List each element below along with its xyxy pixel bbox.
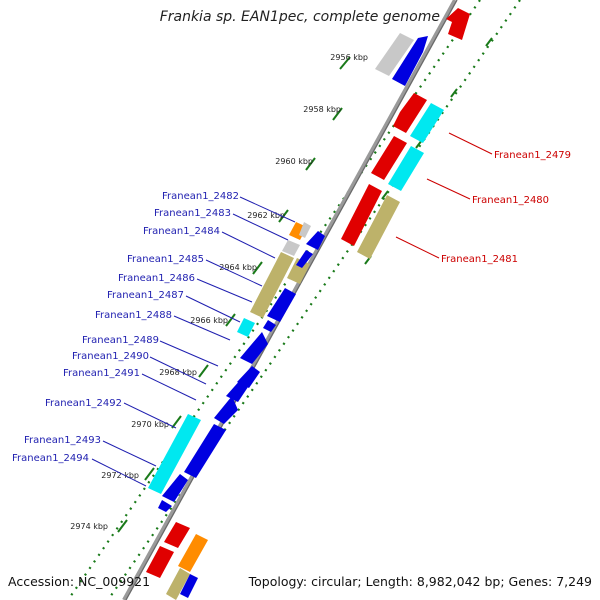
map-title: Frankia sp. EAN1pec, complete genome bbox=[159, 9, 440, 25]
callout-line bbox=[205, 259, 263, 287]
gene-label[interactable]: Franean1_2486 bbox=[118, 273, 195, 284]
gene-franean1-2480[interactable] bbox=[371, 136, 407, 180]
tick-mark bbox=[198, 364, 209, 378]
tick-mark bbox=[339, 56, 351, 70]
gene-franean1-2483[interactable] bbox=[282, 240, 300, 256]
left-callouts bbox=[91, 196, 296, 487]
topology-text: Topology: circular; Length: 8,982,042 bp… bbox=[248, 574, 592, 589]
inner-strand-genes bbox=[148, 222, 325, 512]
tick-label: 2972 kbp bbox=[101, 471, 139, 480]
gene-label[interactable]: Franean1_2480 bbox=[472, 195, 549, 206]
gene-franean1-2480-cyan[interactable] bbox=[388, 146, 424, 191]
callout-line bbox=[102, 440, 157, 467]
gene-label[interactable]: Franean1_2482 bbox=[162, 191, 239, 202]
gene-franean1-2482-edge[interactable] bbox=[299, 222, 311, 238]
gene-label[interactable]: Franean1_2488 bbox=[95, 310, 172, 321]
gene-franean1-2488-b[interactable] bbox=[263, 320, 276, 332]
tick-group: 2956 kbp 2958 kbp 2960 kbp 2962 kbp 2964… bbox=[70, 37, 493, 533]
gene-label[interactable]: Franean1_2491 bbox=[63, 368, 140, 379]
tick-mark bbox=[117, 519, 128, 533]
tick-label: 2968 kbp bbox=[159, 368, 197, 377]
callout-line bbox=[91, 458, 147, 487]
tick-label: 2956 kbp bbox=[330, 53, 368, 62]
gene-label[interactable]: Franean1_2489 bbox=[82, 335, 159, 346]
callout-line bbox=[448, 132, 493, 155]
tick-mark bbox=[278, 209, 289, 223]
gene-label[interactable]: Franean1_2487 bbox=[107, 290, 184, 301]
gene-franean1-2492-b[interactable] bbox=[184, 424, 226, 478]
minor-tick bbox=[485, 37, 493, 47]
gene-franean1-2488[interactable] bbox=[237, 318, 255, 337]
callout-line bbox=[123, 402, 177, 429]
gene-khaki-bottom[interactable] bbox=[166, 568, 190, 600]
right-callouts bbox=[395, 132, 493, 259]
gene-label[interactable]: Franean1_2481 bbox=[441, 254, 518, 265]
gene-label[interactable]: Franean1_2483 bbox=[154, 208, 231, 219]
outer-dotted-rail bbox=[107, 0, 521, 600]
gene-franean1-2486[interactable] bbox=[296, 250, 313, 268]
gene-label[interactable]: Franean1_2490 bbox=[72, 351, 149, 362]
outer-strand-genes bbox=[341, 8, 470, 259]
gene-blue-bottom[interactable] bbox=[180, 574, 198, 598]
callout-line bbox=[239, 196, 296, 223]
gene-franean1-2481[interactable] bbox=[341, 184, 382, 246]
gene-label[interactable]: Franean1_2484 bbox=[143, 226, 220, 237]
tick-mark bbox=[225, 313, 236, 327]
tick-mark bbox=[332, 107, 343, 121]
callout-line bbox=[426, 178, 471, 200]
gene-franean1-2492[interactable] bbox=[214, 396, 238, 424]
gene-red-bottom-1[interactable] bbox=[164, 522, 190, 548]
callout-line bbox=[173, 315, 231, 341]
gene-red-bottom-2[interactable] bbox=[146, 546, 174, 578]
gene-label[interactable]: Franean1_2485 bbox=[127, 254, 204, 265]
tick-mark bbox=[305, 157, 316, 171]
gene-franean1-2485[interactable] bbox=[250, 252, 294, 318]
callout-line bbox=[232, 213, 289, 241]
minor-tick bbox=[450, 88, 458, 98]
callout-line bbox=[185, 295, 241, 323]
callout-line bbox=[196, 278, 253, 303]
gene-franean1-2494-b[interactable] bbox=[158, 500, 172, 512]
gene-label[interactable]: Franean1_2493 bbox=[24, 435, 101, 446]
minor-tick bbox=[381, 190, 389, 200]
gene-orange-bottom[interactable] bbox=[178, 534, 208, 572]
gene-label[interactable]: Franean1_2479 bbox=[494, 150, 571, 161]
tick-label: 2964 kbp bbox=[219, 263, 257, 272]
callout-line bbox=[149, 356, 207, 385]
tick-label: 2974 kbp bbox=[70, 522, 108, 531]
right-labels: Franean1_2479 Franean1_2480 Franean1_248… bbox=[441, 150, 571, 265]
tick-label: 2958 kbp bbox=[303, 105, 341, 114]
gene-franean1-2494[interactable] bbox=[162, 474, 188, 502]
tick-label: 2966 kbp bbox=[190, 316, 228, 325]
gene-blue-top[interactable] bbox=[392, 36, 428, 86]
gene-franean1-2481-khaki[interactable] bbox=[357, 195, 400, 259]
tick-label: 2960 kbp bbox=[275, 157, 313, 166]
callout-line bbox=[141, 373, 197, 401]
gene-franean1-2479[interactable] bbox=[393, 93, 427, 133]
gene-gray-top[interactable] bbox=[375, 33, 414, 76]
gene-franean1-2489[interactable] bbox=[240, 332, 268, 364]
callout-line bbox=[395, 236, 440, 259]
tick-mark bbox=[171, 415, 182, 429]
tick-label: 2962 kbp bbox=[247, 211, 285, 220]
accession-text: Accession: NC_009921 bbox=[8, 574, 151, 589]
callout-line bbox=[159, 340, 219, 367]
callout-line bbox=[221, 231, 276, 259]
gene-label[interactable]: Franean1_2492 bbox=[45, 398, 122, 409]
gene-label[interactable]: Franean1_2494 bbox=[12, 453, 89, 464]
gene-franean1-2479-cyan[interactable] bbox=[410, 103, 444, 143]
gene-red[interactable] bbox=[446, 8, 470, 40]
tick-mark bbox=[144, 467, 155, 481]
tick-label: 2970 kbp bbox=[131, 420, 169, 429]
left-labels: Franean1_2482 Franean1_2483 Franean1_248… bbox=[12, 191, 239, 464]
tick-mark bbox=[252, 261, 263, 275]
gene-franean1-2487[interactable] bbox=[267, 288, 296, 322]
gene-franean1-2484[interactable] bbox=[306, 231, 325, 250]
gene-franean1-2493[interactable] bbox=[148, 414, 201, 494]
